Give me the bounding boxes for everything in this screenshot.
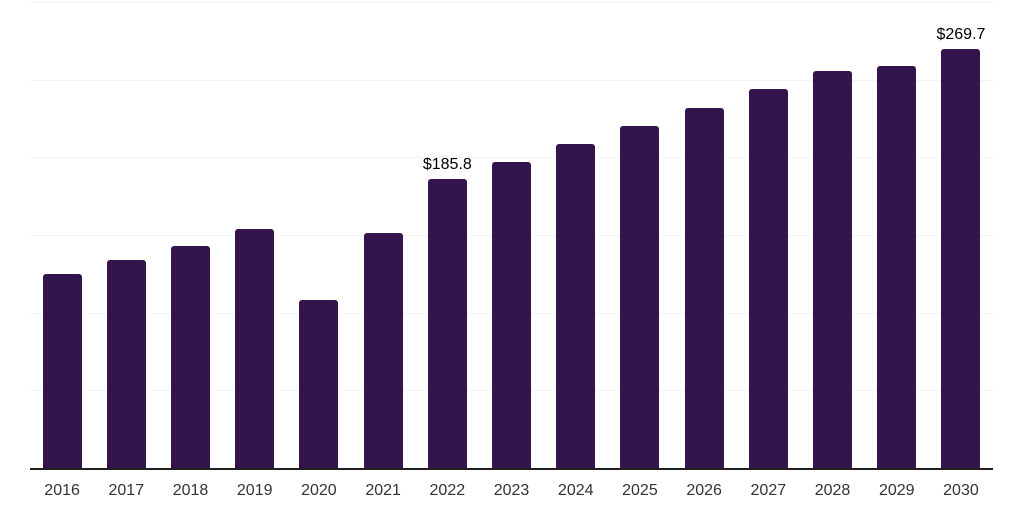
bar-value-label: $185.8 — [422, 156, 472, 174]
bar-2022 — [427, 179, 467, 468]
bar-2021 — [363, 233, 403, 468]
bar-slot — [287, 2, 351, 468]
bar-2019 — [235, 228, 275, 468]
bar-slot — [223, 2, 287, 468]
bars-row: $185.8 $269.7 — [30, 2, 993, 468]
bar-2029 — [877, 66, 917, 468]
x-axis-label: 2030 — [943, 482, 979, 499]
bar-2030 — [941, 49, 981, 468]
x-axis-labels: 2016 2017 2018 2019 2020 2021 2022 2023 2024 2025… — [30, 481, 993, 500]
bar-slot: $269.7 — [929, 2, 993, 468]
bar-2020 — [299, 300, 339, 468]
bar-slot — [544, 2, 608, 468]
gridline — [30, 79, 993, 81]
x-axis-label: 2020 — [301, 482, 337, 499]
bar-2025 — [620, 125, 660, 468]
bar-2028 — [813, 70, 853, 468]
bar-slot — [158, 2, 222, 468]
bar-slot — [479, 2, 543, 468]
x-axis-label: 2027 — [750, 482, 787, 499]
bar-slot: $185.8 — [415, 2, 479, 468]
bar-2017 — [106, 260, 146, 468]
x-axis-label: 2017 — [108, 482, 145, 499]
x-axis-label: 2023 — [493, 482, 530, 499]
x-axis-label: 2021 — [365, 482, 401, 499]
gridline — [30, 2, 993, 3]
x-axis-label: 2029 — [878, 482, 915, 499]
bar-2024 — [556, 143, 596, 468]
x-axis-label: 2024 — [557, 482, 594, 499]
x-axis-label: 2022 — [429, 482, 466, 499]
bar-slot — [30, 2, 94, 468]
x-axis-label: 2025 — [622, 482, 658, 499]
bar-2026 — [684, 107, 724, 468]
bar-slot — [736, 2, 800, 468]
bar-slot — [865, 2, 929, 468]
bar-slot — [800, 2, 864, 468]
x-axis-label: 2019 — [236, 482, 273, 499]
bar-value-label: $269.7 — [936, 26, 986, 44]
bar-slot — [672, 2, 736, 468]
bar-slot — [94, 2, 158, 468]
bar-2023 — [492, 162, 532, 468]
bar-2018 — [171, 246, 210, 468]
bar-2027 — [748, 89, 788, 468]
x-axis-label: 2018 — [172, 482, 209, 499]
x-axis-label: 2016 — [44, 482, 80, 499]
plot-area: $185.8 $269.7 — [30, 2, 993, 470]
x-axis-label: 2028 — [814, 482, 851, 499]
bar-2016 — [42, 273, 82, 468]
bar-slot — [608, 2, 672, 468]
x-axis-label: 2026 — [686, 482, 722, 499]
gridline — [30, 157, 993, 159]
bar-slot — [351, 2, 415, 468]
